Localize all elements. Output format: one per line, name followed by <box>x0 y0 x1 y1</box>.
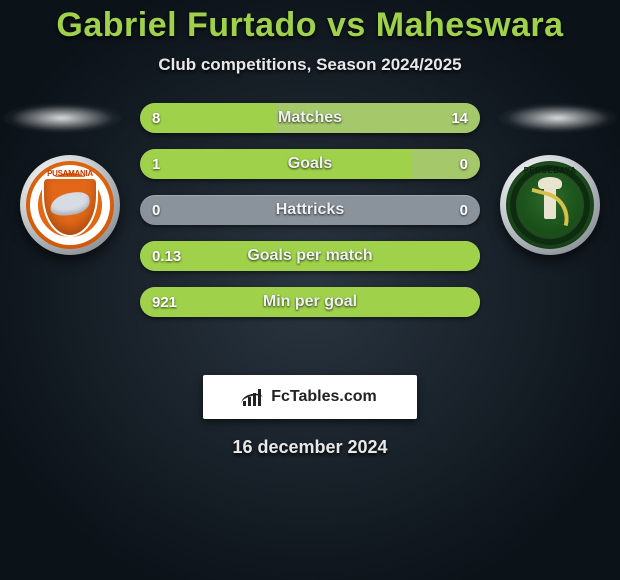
stat-value-right <box>456 241 480 271</box>
stat-value-right: 0 <box>448 149 480 179</box>
spotlight-right <box>498 103 618 133</box>
title: Gabriel Furtado vs Maheswara <box>0 0 620 45</box>
stat-value-left: 8 <box>140 103 172 133</box>
chart-icon <box>243 388 265 406</box>
stat-bar: 814Matches <box>140 103 480 133</box>
stat-value-right: 14 <box>439 103 480 133</box>
brand-box[interactable]: FcTables.com <box>203 375 417 419</box>
stat-bar: 0 0Hattricks <box>140 195 480 225</box>
stat-value-right <box>456 287 480 317</box>
stat-bar: 10Goals <box>140 149 480 179</box>
stat-value-left: 0 <box>140 195 172 225</box>
spotlight-left <box>2 103 122 133</box>
brand-text: FcTables.com <box>271 388 377 406</box>
stat-bar: 0.13Goals per match <box>140 241 480 271</box>
stat-bar: 921Min per goal <box>140 287 480 317</box>
comparison-stage: PUSAMANIA PERSEBAYA 814Matches10Goals00H… <box>0 93 620 353</box>
stat-fill-left <box>140 149 412 179</box>
stat-label: Hattricks <box>140 195 480 225</box>
stat-value-left: 921 <box>140 287 189 317</box>
stat-value-right: 0 <box>448 195 480 225</box>
date-line: 16 december 2024 <box>0 437 620 458</box>
subtitle: Club competitions, Season 2024/2025 <box>0 55 620 75</box>
stat-bars: 814Matches10Goals00Hattricks0.13Goals pe… <box>140 103 480 317</box>
stat-value-left: 1 <box>140 149 172 179</box>
stat-fill-left <box>140 287 480 317</box>
team-crest-left: PUSAMANIA <box>20 155 120 255</box>
team-crest-right: PERSEBAYA <box>500 155 600 255</box>
stat-value-left: 0.13 <box>140 241 193 271</box>
crest-right-label: PERSEBAYA <box>500 166 600 175</box>
